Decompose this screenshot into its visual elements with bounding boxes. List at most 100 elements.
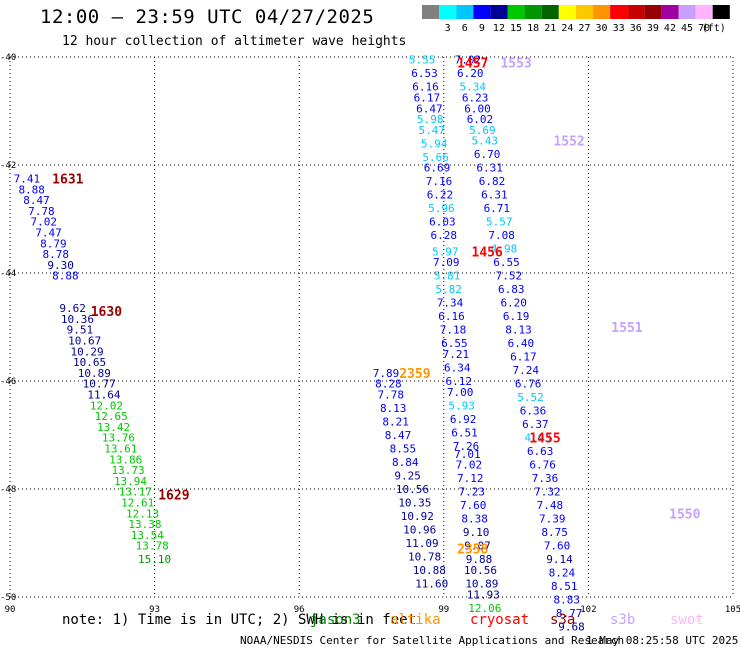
data-point: 5.47 <box>419 124 446 137</box>
chart-subtitle: 12 hour collection of altimeter wave hei… <box>62 34 407 49</box>
data-point: 7.23 <box>459 486 486 499</box>
data-point: 6.17 <box>510 351 537 364</box>
data-point: 13.17 <box>119 486 152 499</box>
chart-grid <box>9 56 734 598</box>
data-point: 10.77 <box>83 378 116 391</box>
colorbar-swatch <box>558 5 576 19</box>
colorbar-swatch <box>695 5 713 19</box>
colorbar-swatch <box>575 5 593 19</box>
data-point: 10.92 <box>401 510 434 523</box>
data-point: 10.35 <box>398 497 431 510</box>
pass-time-label: 1457 <box>457 56 488 71</box>
data-point: 5.57 <box>486 216 513 229</box>
data-point: 9.14 <box>546 553 573 566</box>
data-point: 5.97 <box>432 245 459 258</box>
data-point: 9.07 <box>464 540 491 553</box>
data-point: 8.84 <box>392 456 419 469</box>
data-point: 10.96 <box>403 524 436 537</box>
colorbar-label: 39 <box>647 23 659 34</box>
data-point: 7.34 <box>437 297 464 310</box>
legend-item-cryosat: cryosat <box>470 612 530 628</box>
data-point: 6.40 <box>508 337 535 350</box>
data-point: 6.03 <box>429 216 456 229</box>
data-point: 9.68 <box>558 621 585 634</box>
data-point: 6.20 <box>457 67 484 80</box>
y-tick-label: -40 <box>0 53 16 63</box>
chart-title: 12:00 — 23:59 UTC 04/27/2025 <box>40 6 375 28</box>
pass-time-label: 1630 <box>91 305 122 320</box>
data-point: 6.37 <box>522 418 549 431</box>
colorbar-swatch <box>541 5 559 19</box>
data-point: 12.02 <box>90 399 123 412</box>
colorbar-label: 27 <box>578 23 590 34</box>
data-point: 6.19 <box>503 310 530 323</box>
data-point: 7.52 <box>496 270 523 283</box>
data-point: 8.13 <box>505 324 532 337</box>
data-point: 10.89 <box>465 578 498 591</box>
colorbar-swatch <box>524 5 542 19</box>
colorbar-swatch <box>422 5 440 19</box>
data-point: 9.51 <box>67 324 94 337</box>
colorbar-label: 36 <box>630 23 642 34</box>
data-point: 5.98 <box>417 113 444 126</box>
data-point: 12.65 <box>95 410 128 423</box>
colorbar-label: 18 <box>527 23 539 34</box>
data-point: 4.93 <box>525 432 552 445</box>
pass-time-label: 1456 <box>472 245 503 260</box>
colorbar-swatch <box>712 5 730 19</box>
data-point: 6.63 <box>527 445 554 458</box>
data-point: 12.61 <box>121 497 154 510</box>
colorbar-swatch <box>507 5 525 19</box>
chart-points: 7.418.888.477.787.027.478.798.789.308.88… <box>14 54 585 634</box>
data-point: 6.02 <box>467 113 494 126</box>
data-point: 5.66 <box>422 151 449 164</box>
data-point: 8.88 <box>18 183 45 196</box>
data-point: 5.52 <box>517 391 544 404</box>
data-point: 13.76 <box>102 432 135 445</box>
pass-time-label: 1455 <box>529 432 560 447</box>
data-point: 8.78 <box>43 248 70 261</box>
data-point: 11.60 <box>415 578 448 591</box>
data-point: 11.09 <box>406 537 439 550</box>
colorbar-swatch <box>610 5 628 19</box>
data-point: 7.89 <box>373 367 400 380</box>
data-point: 10.67 <box>68 335 101 348</box>
colorbar-swatch <box>473 5 491 19</box>
chart-time-labels: 1631 1630 1629 2359 2358 1457 1456 1455 1553 1552… <box>52 56 700 557</box>
data-point: 6.22 <box>427 189 454 202</box>
data-point: 6.76 <box>515 378 542 391</box>
chart-axes: 90 93 96 99 102 105 -40 -42 -44 -46 -48 -50 <box>0 53 740 615</box>
data-point: 8.88 <box>52 270 79 283</box>
data-point: 9.25 <box>394 470 421 483</box>
colorbar-swatch <box>439 5 457 19</box>
data-point: 7.18 <box>440 324 467 337</box>
x-tick-label: 102 <box>580 605 596 615</box>
pass-time-label: 1629 <box>158 488 189 503</box>
data-point: 10.78 <box>408 551 441 564</box>
data-point: 13.61 <box>104 443 137 456</box>
data-point: 7.39 <box>539 513 566 526</box>
colorbar-swatch <box>456 5 474 19</box>
data-point: 8.47 <box>23 194 50 207</box>
pass-time-label: 1551 <box>611 321 642 336</box>
colorbar-swatch <box>627 5 645 19</box>
data-point: 5.34 <box>459 81 486 94</box>
data-point: 6.28 <box>431 229 458 242</box>
pass-time-label: 2358 <box>457 542 488 557</box>
data-point: 7.32 <box>534 486 561 499</box>
data-point: 7.60 <box>460 499 487 512</box>
data-point: 8.51 <box>551 580 578 593</box>
data-point: 6.83 <box>498 283 525 296</box>
data-point: 4.98 <box>491 243 518 256</box>
data-point: 8.28 <box>375 378 402 391</box>
data-point: 6.17 <box>414 92 441 105</box>
colorbar-swatch <box>490 5 508 19</box>
data-point: 10.89 <box>78 367 111 380</box>
data-point: 7.09 <box>433 256 460 269</box>
x-tick-label: 99 <box>438 605 449 615</box>
data-point: 7.47 <box>35 227 62 240</box>
data-point: 10.29 <box>71 345 104 358</box>
colorbar-label: 33 <box>613 23 625 34</box>
data-point: 11.64 <box>87 389 120 402</box>
legend-item-swot: swot <box>670 612 704 628</box>
